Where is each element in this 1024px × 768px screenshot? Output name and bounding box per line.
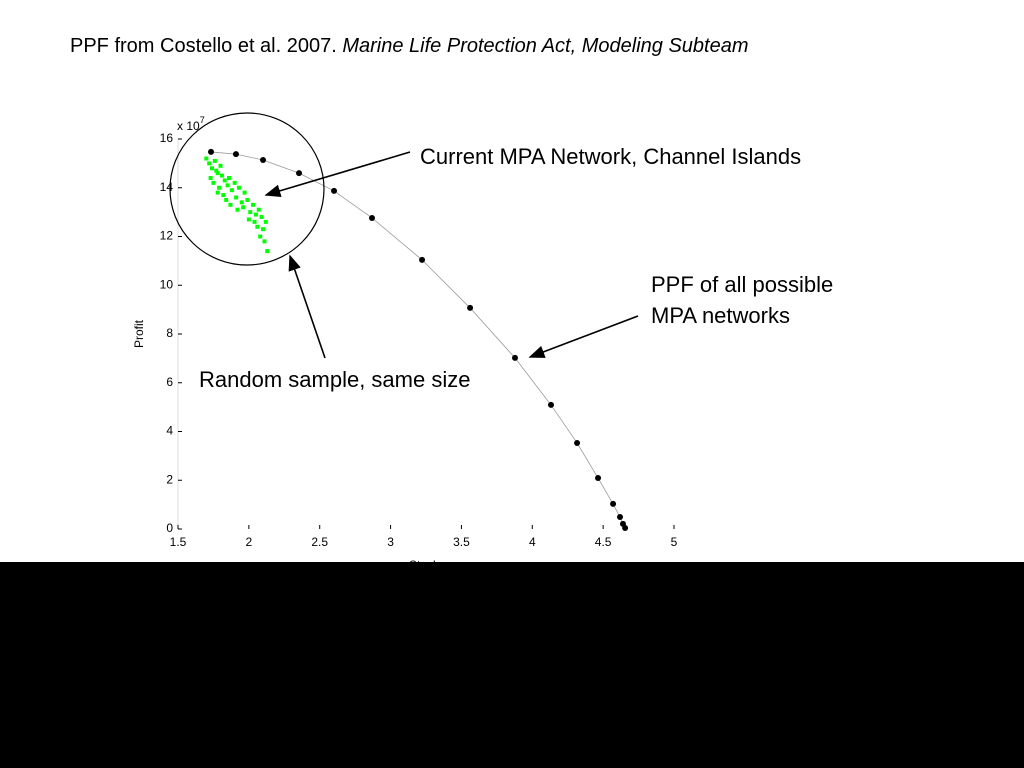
sample-point: [204, 156, 209, 161]
x-tick-label: 2: [246, 535, 253, 549]
sample-point: [221, 193, 226, 198]
ppf-point: [622, 525, 629, 532]
y-tick-label: 10: [160, 277, 174, 291]
sample-point: [234, 195, 239, 200]
y-tick-label: 2: [166, 472, 173, 486]
sample-point: [248, 210, 253, 215]
ppf-point: [232, 151, 239, 158]
sample-point: [263, 219, 268, 224]
sample-point: [232, 180, 237, 185]
ppf-point: [467, 304, 474, 311]
sample-point: [229, 188, 234, 193]
sample-point: [241, 205, 246, 210]
ppf-point: [369, 214, 376, 221]
ppf-point: [331, 187, 338, 194]
sample-point: [208, 176, 213, 180]
annotation: Current MPA Network, Channel Islands: [420, 144, 801, 169]
ppf-point: [419, 256, 426, 263]
ppf-point: [574, 439, 581, 446]
sample-point: [252, 219, 257, 224]
plot: 0 2 4 6 8 10 12 14 16 1.5 2 2.5 3 3.5 4 4.5 5: [160, 131, 678, 549]
y-tick-label: 14: [160, 180, 174, 194]
sample-point: [222, 178, 227, 183]
sample-point: [214, 168, 219, 173]
sample-point: [236, 185, 241, 190]
y-tick-label: 16: [160, 131, 174, 145]
title-italic: Marine Life Protection Act, Modeling Sub…: [342, 35, 748, 57]
multiplier-exponent: 7: [200, 115, 205, 125]
sample-point: [235, 207, 240, 212]
sample-point: [242, 190, 247, 195]
sample-point: [265, 249, 270, 254]
sample-point: [246, 217, 251, 222]
multiplier-base: x 10: [177, 119, 200, 133]
x-tick-label: 3.5: [453, 535, 470, 549]
sample-point: [227, 176, 232, 180]
annotation: MPA networks: [651, 303, 790, 328]
ppf-point: [610, 500, 617, 507]
sample-point: [215, 171, 220, 176]
y-tick-label: 4: [166, 424, 173, 438]
ppf-point: [296, 170, 303, 177]
highlight-circle: [169, 112, 325, 266]
ppf-point: [208, 148, 215, 155]
ppf-point: [511, 354, 518, 361]
y-multiplier: x 107: [177, 115, 205, 133]
black-band: [0, 562, 1024, 768]
sample-point: [255, 224, 260, 229]
ppf-point: [260, 156, 267, 163]
y-tick-label: 0: [166, 521, 173, 535]
sample-point: [239, 200, 244, 205]
sample-point: [210, 166, 215, 171]
y-tick-label: 6: [166, 375, 173, 389]
sample-point: [259, 215, 264, 219]
x-tick-label: 4.5: [595, 535, 612, 549]
arrow: [528, 315, 639, 358]
sample-point: [228, 202, 233, 207]
x-tick-label: 1.5: [170, 535, 187, 549]
x-tick-label: 5: [671, 535, 678, 549]
x-tick-label: 4: [529, 535, 536, 549]
ppf-point: [617, 514, 624, 521]
slide-title: PPF from Costello et al. 2007. Marine Li…: [70, 35, 749, 57]
sample-point: [211, 180, 216, 185]
title: PPF from Costello et al. 2007.: [70, 35, 337, 57]
sample-point: [258, 234, 263, 239]
sample-point: [245, 197, 250, 202]
sample-point: [224, 197, 229, 202]
sample-point: [253, 212, 258, 217]
sample-point: [212, 158, 217, 163]
ppf-line: [210, 151, 626, 529]
sample-point: [218, 163, 223, 168]
annotation: Random sample, same size: [199, 367, 470, 392]
annotation: PPF of all possible: [651, 272, 833, 297]
sample-point: [217, 185, 222, 190]
ppf-point: [595, 475, 602, 482]
sample-point: [251, 202, 256, 207]
sample-point: [207, 161, 212, 166]
sample-point: [256, 207, 261, 212]
x-tick-label: 3: [387, 535, 394, 549]
arrow: [288, 254, 326, 359]
y-tick-label: 8: [166, 326, 173, 340]
x-tick-label: 2.5: [311, 535, 328, 549]
sample-point: [262, 239, 267, 244]
y-axis-label: Profit: [132, 319, 146, 348]
sample-point: [215, 190, 220, 195]
sample-point: [225, 183, 230, 188]
sample-point: [261, 227, 266, 232]
sample-point: [219, 173, 224, 178]
y-tick-label: 12: [160, 229, 174, 243]
ppf-point: [547, 401, 554, 408]
arrow: [264, 151, 411, 198]
